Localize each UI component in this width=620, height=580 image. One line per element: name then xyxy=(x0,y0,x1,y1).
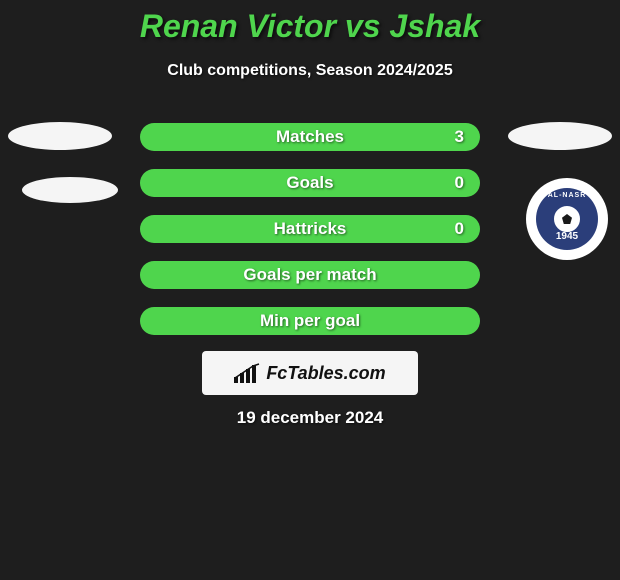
date-text: 19 december 2024 xyxy=(0,408,620,428)
stat-bar: Hattricks0 xyxy=(140,215,480,243)
club-badge: AL-NASR 1945 xyxy=(526,178,608,260)
page-title: Renan Victor vs Jshak xyxy=(0,8,620,45)
stat-bar: Matches3 xyxy=(140,123,480,151)
stat-label: Goals xyxy=(140,169,480,197)
stat-bar: Min per goal xyxy=(140,307,480,335)
club-name: AL-NASR xyxy=(548,192,587,199)
placeholder-oval xyxy=(22,177,118,203)
brand-text: FcTables.com xyxy=(266,363,385,384)
soccer-ball-icon xyxy=(553,205,581,233)
stat-value-right: 0 xyxy=(455,169,464,197)
stat-bar: Goals0 xyxy=(140,169,480,197)
stat-label: Matches xyxy=(140,123,480,151)
stat-label: Hattricks xyxy=(140,215,480,243)
stat-label: Goals per match xyxy=(140,261,480,289)
stat-value-right: 0 xyxy=(455,215,464,243)
stat-bar: Goals per match xyxy=(140,261,480,289)
placeholder-oval xyxy=(508,122,612,150)
placeholder-oval xyxy=(8,122,112,150)
brand-badge: FcTables.com xyxy=(202,351,418,395)
bars-icon xyxy=(234,363,260,383)
stat-label: Min per goal xyxy=(140,307,480,335)
club-year: 1945 xyxy=(556,231,578,242)
stat-value-right: 3 xyxy=(455,123,464,151)
subtitle: Club competitions, Season 2024/2025 xyxy=(0,62,620,80)
